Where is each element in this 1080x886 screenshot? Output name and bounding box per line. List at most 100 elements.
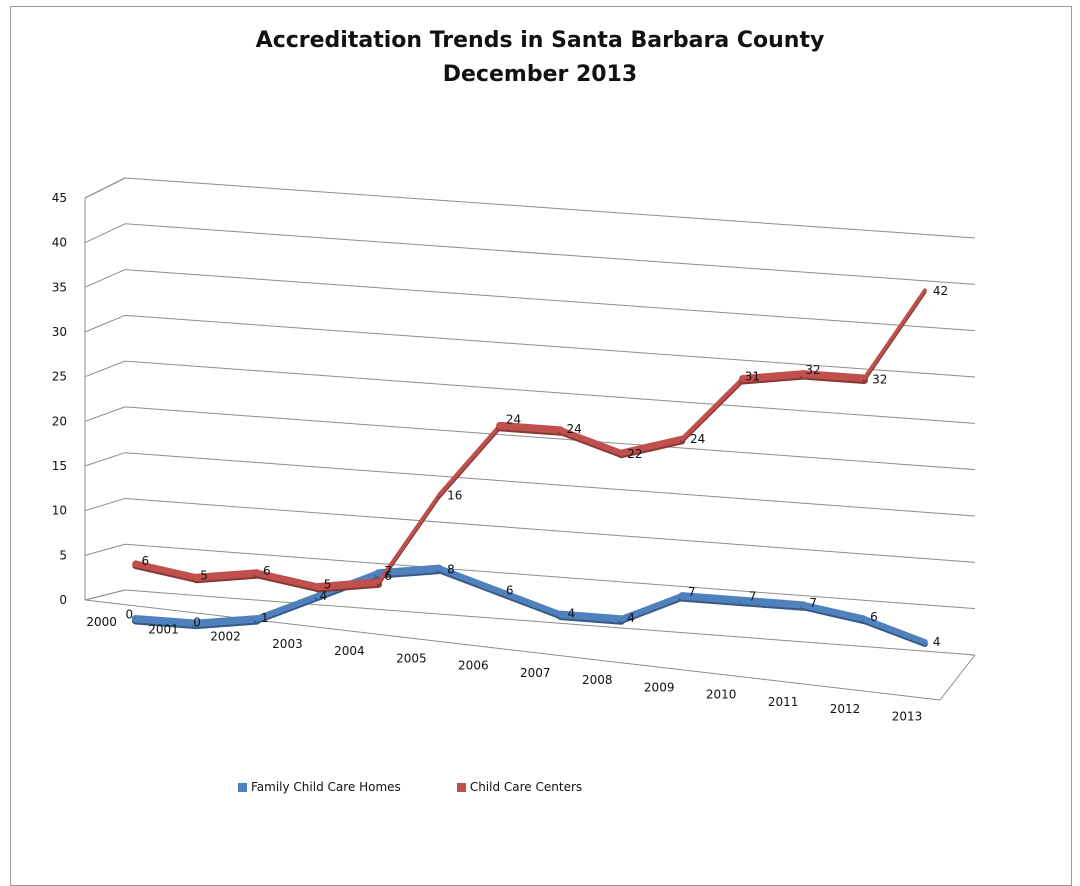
series-child-care-centers-segment-5: [437, 423, 502, 497]
gridline-25: [124, 360, 976, 424]
data-label-child-care-centers-2012: 32: [872, 372, 887, 386]
series-child-care-centers-segment-0: [132, 560, 200, 581]
side-gridline-10: [84, 497, 126, 512]
data-label-family-child-care-homes-2003: 4: [320, 589, 328, 603]
data-label-child-care-centers-2003: 5: [324, 578, 332, 592]
gridline-40: [124, 223, 976, 285]
legend-label-child-care-centers: Child Care Centers: [469, 780, 583, 794]
gridline-30: [124, 314, 976, 378]
data-label-family-child-care-homes-2009: 7: [688, 585, 696, 599]
data-label-family-child-care-homes-2001: 0: [193, 615, 201, 629]
y-tick-label-20: 20: [52, 414, 67, 428]
data-label-child-care-centers-2009: 24: [690, 432, 705, 446]
x-tick-label-2004: 2004: [334, 644, 365, 658]
y-tick-label-15: 15: [52, 459, 67, 473]
data-label-child-care-centers-2011: 32: [805, 363, 820, 377]
x-tick-label-2008: 2008: [582, 673, 613, 687]
data-label-child-care-centers-2007: 24: [567, 422, 582, 436]
series-child-care-centers-segment-8: [617, 435, 686, 457]
x-tick-label-2011: 2011: [768, 695, 799, 709]
data-label-child-care-centers-2010: 31: [745, 370, 760, 384]
series-child-care-centers-segment-9: [679, 376, 745, 442]
x-tick-label-2006: 2006: [458, 659, 489, 673]
side-gridline-35: [84, 269, 126, 288]
series-family-child-care-homes-segment-7: [556, 610, 626, 623]
gridline-35: [124, 269, 976, 332]
legend-swatch-child-care-centers: [456, 782, 466, 792]
series-child-care-centers-segment-7: [557, 427, 625, 456]
data-label-child-care-centers-2005: 16: [447, 489, 462, 503]
series-family-child-care-homes-segment-0: [131, 614, 201, 628]
data-label-child-care-centers-2013: 42: [933, 284, 948, 298]
side-gridline-40: [84, 223, 126, 244]
side-gridline-0: [84, 589, 126, 601]
x-tick-label-2003: 2003: [272, 637, 303, 651]
data-label-child-care-centers-2001: 5: [200, 569, 208, 583]
chart-title-line2: December 2013: [442, 62, 638, 87]
series-lines: [131, 288, 928, 648]
series-child-care-centers-segment-12: [862, 288, 927, 381]
data-label-family-child-care-homes-2006: 6: [506, 583, 514, 597]
gridline-5: [124, 543, 976, 610]
series-child-care-centers-segment-1: [192, 569, 261, 582]
y-tick-label-45: 45: [52, 191, 67, 205]
data-label-family-child-care-homes-2010: 7: [749, 589, 757, 603]
data-label-child-care-centers-2000: 6: [142, 554, 150, 568]
series-family-child-care-homes-segment-2: [253, 592, 321, 622]
gridline-10: [124, 497, 976, 563]
data-label-child-care-centers-2008: 22: [627, 447, 642, 461]
series-child-care-centers-segment-3: [313, 578, 383, 591]
side-gridline-45: [84, 177, 126, 199]
x-tick-label-2009: 2009: [644, 680, 675, 694]
chart-title: Accreditation Trends in Santa Barbara Co…: [0, 24, 1080, 92]
gridline-15: [124, 452, 976, 517]
y-tick-label-5: 5: [59, 548, 67, 562]
legend-swatch-family-child-care-homes: [238, 782, 247, 792]
x-tick-label-2001: 2001: [148, 622, 179, 636]
y-tick-label-0: 0: [59, 593, 67, 607]
data-label-child-care-centers-2006: 24: [506, 413, 521, 427]
series-family-child-care-homes-segment-12: [861, 615, 928, 646]
data-label-family-child-care-homes-2013: 4: [933, 635, 941, 649]
series-family-child-care-homes-segment-10: [738, 596, 808, 609]
legend-item-child-care-centers: Child Care Centers: [456, 780, 583, 794]
data-label-family-child-care-homes-2004: 7: [384, 564, 392, 578]
gridline-0: [124, 589, 976, 656]
series-child-care-centers-segment-11: [799, 370, 868, 383]
data-label-child-care-centers-2002: 6: [263, 564, 271, 578]
data-label-child-care-centers-2004: 6: [384, 569, 392, 583]
data-label-family-child-care-homes-2008: 4: [627, 611, 635, 625]
side-gridline-5: [84, 543, 126, 556]
legend-label-family-child-care-homes: Family Child Care Homes: [251, 780, 401, 794]
series-family-child-care-homes-segment-1: [192, 615, 261, 628]
legend: Family Child Care Homes Child Care Cente…: [238, 780, 638, 794]
x-tick-label-2012: 2012: [830, 702, 861, 716]
data-label-family-child-care-homes-2012: 6: [870, 610, 878, 624]
chart-title-line1: Accreditation Trends in Santa Barbara Co…: [255, 28, 825, 53]
side-gridline-30: [84, 314, 126, 333]
y-tick-label-30: 30: [52, 325, 67, 339]
data-label-family-child-care-homes-2002: 1: [261, 611, 269, 625]
data-label-family-child-care-homes-2007: 4: [568, 606, 576, 620]
side-gridline-20: [84, 406, 126, 422]
y-tick-label-25: 25: [52, 370, 67, 384]
series-family-child-care-homes-segment-6: [496, 588, 564, 618]
series-family-child-care-homes-segment-11: [800, 601, 868, 623]
series-child-care-centers-segment-4: [376, 493, 441, 584]
legend-item-family-child-care-homes: Family Child Care Homes: [238, 780, 401, 794]
axis-edge-4: [939, 654, 976, 701]
series-family-child-care-homes-segment-5: [436, 565, 503, 595]
side-gridline-25: [84, 360, 126, 378]
gridline-20: [124, 406, 976, 471]
series-child-care-centers-segment-10: [738, 370, 808, 383]
data-labels: 0510152025303540452000200120022003200420…: [52, 191, 948, 723]
y-tick-label-10: 10: [52, 504, 67, 518]
gridline-45: [124, 177, 976, 239]
chart-frame: [10, 6, 1072, 886]
y-tick-label-40: 40: [52, 236, 67, 250]
x-tick-label-2010: 2010: [706, 688, 737, 702]
x-tick-label-2007: 2007: [520, 666, 551, 680]
axes: [84, 177, 976, 701]
data-label-family-child-care-homes-2011: 7: [809, 596, 817, 610]
